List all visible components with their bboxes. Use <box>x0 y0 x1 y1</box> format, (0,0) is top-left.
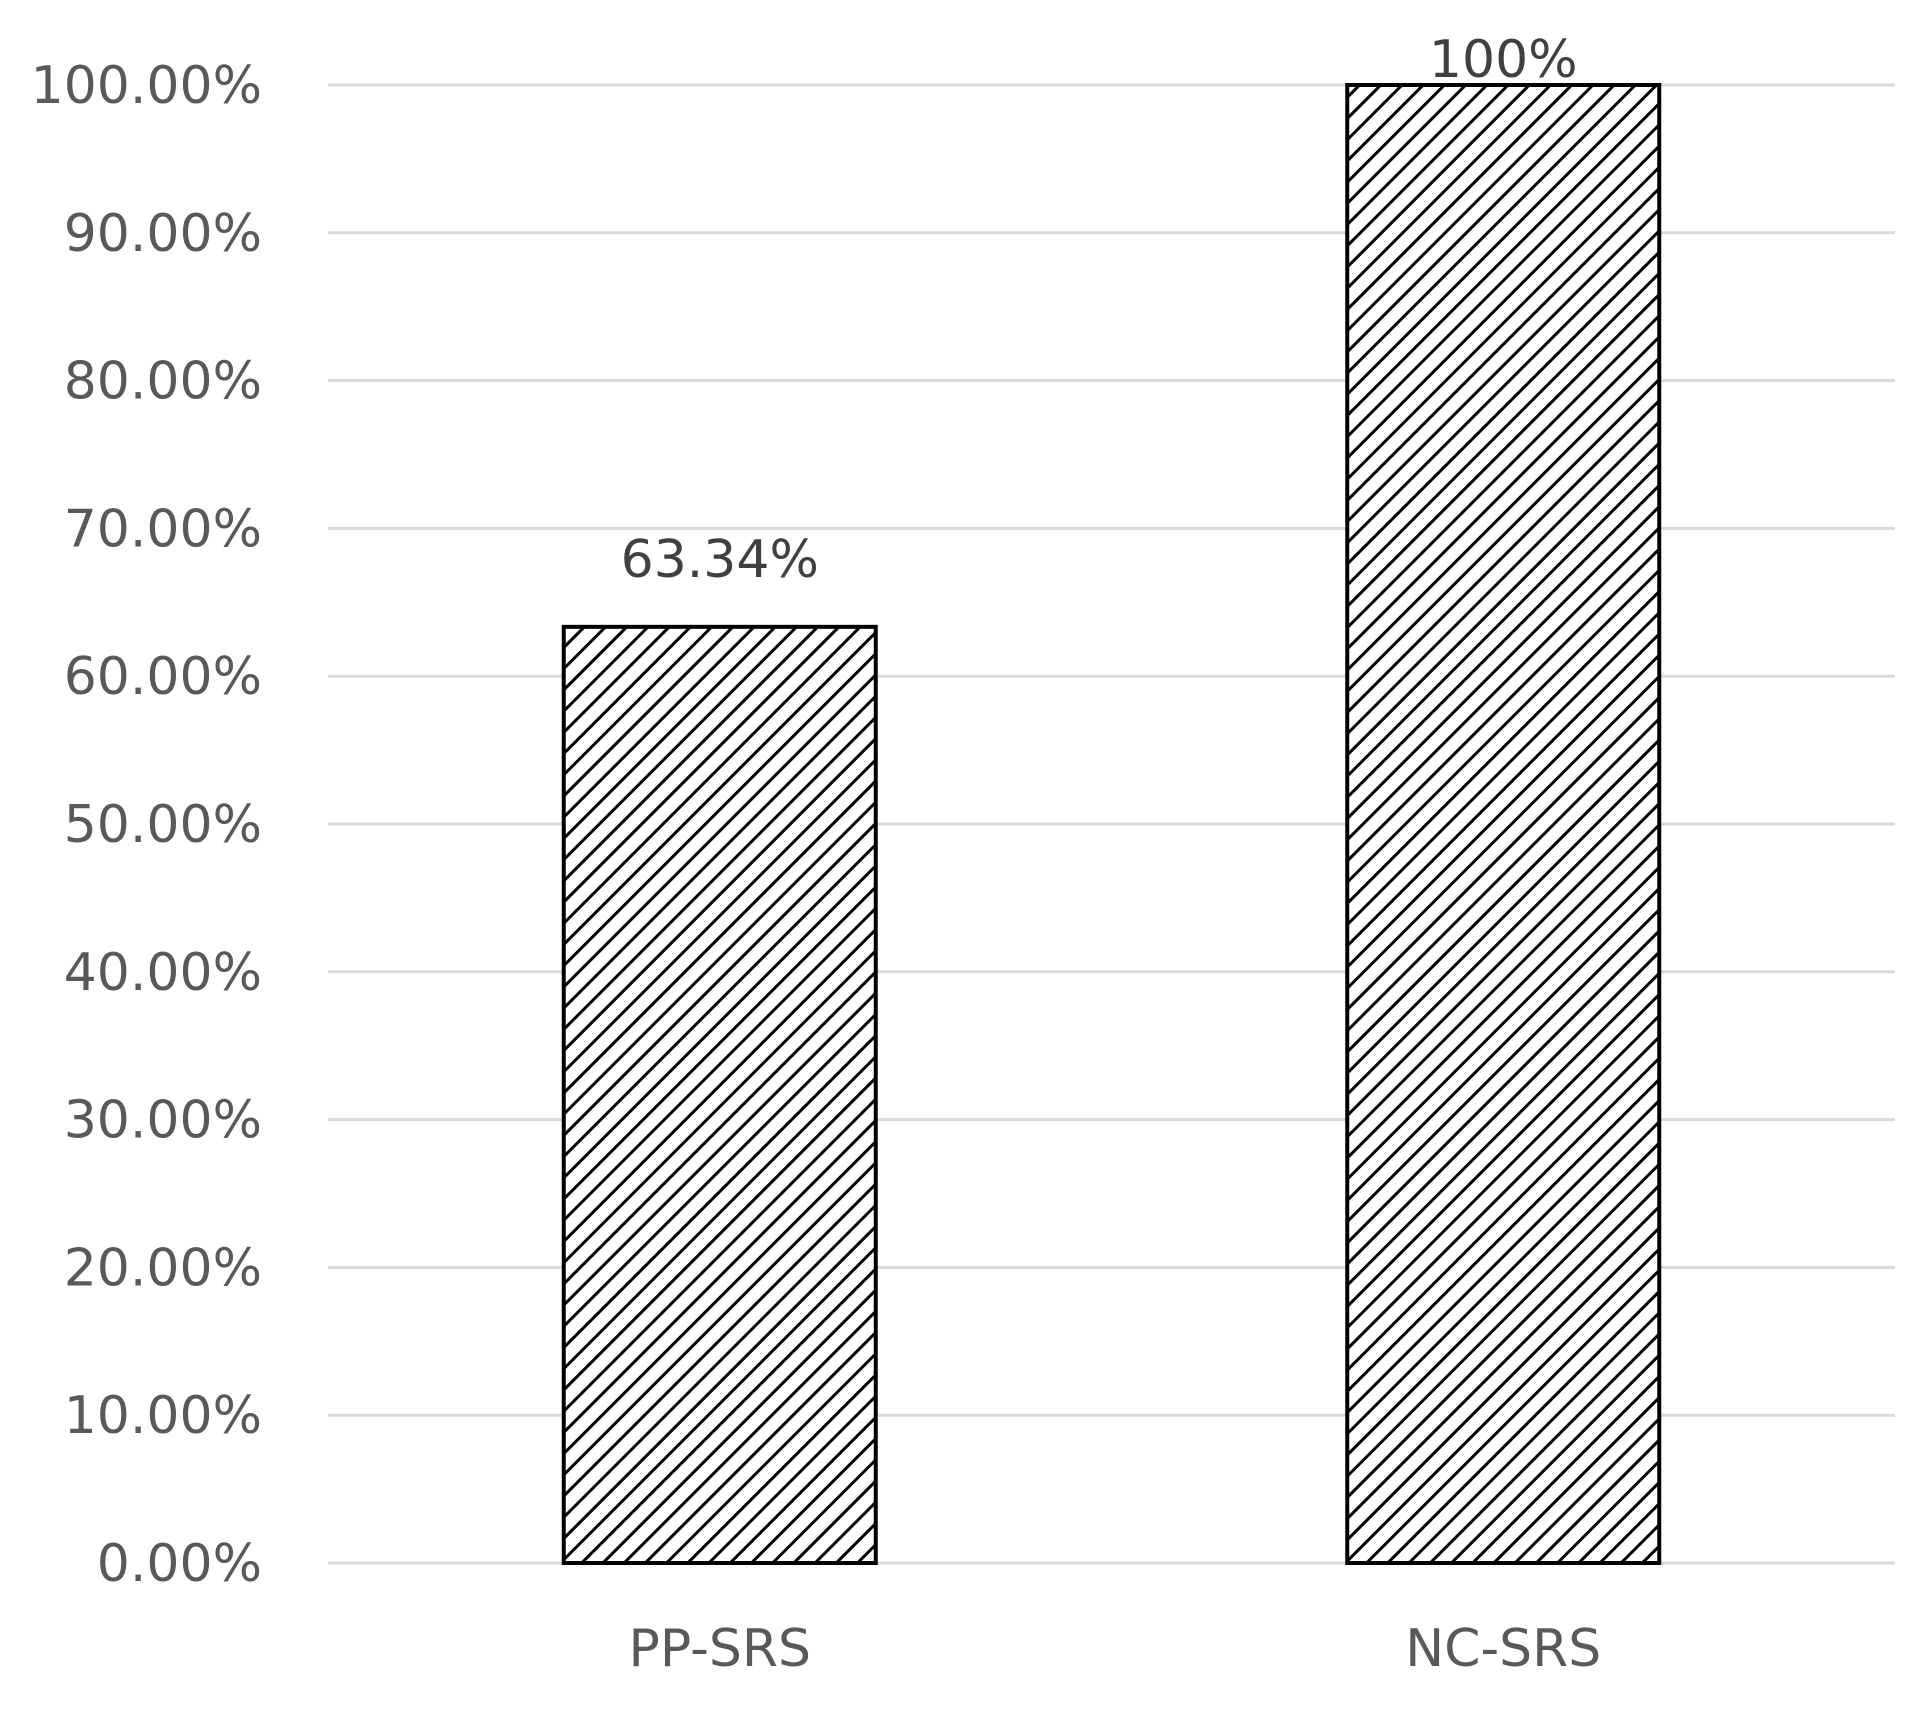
y-tick-label: 60.00% <box>64 647 262 707</box>
y-tick-label: 20.00% <box>64 1238 262 1298</box>
bar-pp-srs <box>561 624 878 1565</box>
data-labels: 63.34% 100% <box>621 30 1578 590</box>
y-tick-label: 30.00% <box>64 1091 262 1151</box>
y-tick-label: 100.00% <box>31 56 262 116</box>
data-label: 100% <box>1429 30 1578 90</box>
data-label: 63.34% <box>621 530 819 590</box>
x-category-label: NC-SRS <box>1405 1619 1601 1679</box>
y-tick-label: 0.00% <box>97 1534 262 1594</box>
bar-nc-srs <box>1345 83 1662 1565</box>
y-tick-label: 90.00% <box>64 204 262 264</box>
y-tick-label: 70.00% <box>64 499 262 559</box>
y-tick-label: 80.00% <box>64 352 262 412</box>
x-axis-category-labels: PP-SRS NC-SRS <box>629 1619 1602 1679</box>
x-category-label: PP-SRS <box>629 1619 811 1679</box>
y-tick-label: 10.00% <box>64 1386 262 1446</box>
y-axis-tick-labels: 0.00% 10.00% 20.00% 30.00% 40.00% 50.00% 60.00… <box>31 56 262 1594</box>
y-tick-label: 50.00% <box>64 795 262 855</box>
bars <box>561 83 1662 1565</box>
y-tick-label: 40.00% <box>64 943 262 1003</box>
